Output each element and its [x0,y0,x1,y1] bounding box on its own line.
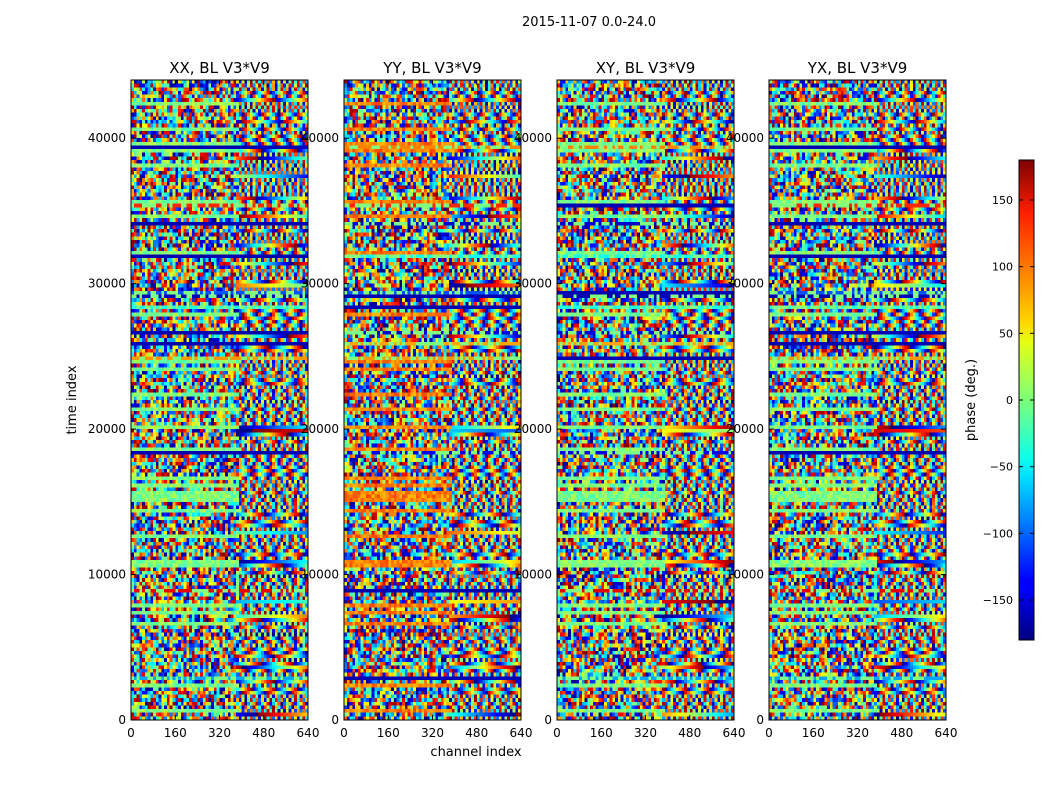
x-tick-label: 640 [510,726,533,740]
x-tick-label: 320 [421,726,444,740]
y-tick-label: 0 [331,713,339,727]
x-tick-label: 160 [802,726,825,740]
x-tick-label: 480 [678,726,701,740]
x-tick-label: 160 [377,726,400,740]
figure-title: 2015-11-07 0.0-24.0 [522,15,656,30]
colorbar-tick-label: −100 [983,527,1013,540]
colorbar-label: phase (deg.) [964,359,979,441]
heatmap-image [557,80,734,720]
colorbar-tick-label: 0 [1006,394,1013,407]
panel-title: YY, BL V3*V9 [382,59,481,77]
y-tick-label: 40000 [301,131,339,145]
y-tick-label: 0 [544,713,552,727]
heatmap-panel-4: YX, BL V3*V9 0 160 320 480 640 0 10000 20000 3000… [726,59,958,740]
heatmap-image [344,80,521,720]
heatmap-panel-1: XX, BL V3*V9 0 160 320 480 640 0 10000 20000 3000… [88,59,320,740]
y-tick-label: 10000 [301,568,339,582]
panel-title: XY, BL V3*V9 [596,59,696,77]
y-tick-label: 40000 [514,131,552,145]
x-tick-label: 0 [340,726,348,740]
y-tick-label: 0 [118,713,126,727]
colorbar-tick-label: 150 [992,194,1013,207]
heatmap-image [131,80,308,720]
colorbar-tick-label: −150 [983,594,1013,607]
x-tick-label: 160 [590,726,613,740]
y-tick-label: 20000 [514,422,552,436]
y-tick-label: 30000 [726,277,764,291]
y-axis-label: time index [65,365,80,434]
x-tick-label: 640 [935,726,958,740]
x-tick-label: 0 [553,726,561,740]
x-tick-label: 480 [890,726,913,740]
y-tick-label: 10000 [726,568,764,582]
y-tick-label: 20000 [301,422,339,436]
x-tick-label: 0 [765,726,773,740]
y-tick-label: 20000 [88,422,126,436]
y-tick-label: 30000 [514,277,552,291]
x-tick-label: 480 [252,726,275,740]
x-tick-label: 320 [208,726,231,740]
colorbar-tick-label: −50 [990,461,1013,474]
colorbar: −150 −100 −50 0 50 100 150 phase (deg.) [964,159,1035,641]
x-tick-label: 0 [127,726,135,740]
y-tick-label: 30000 [301,277,339,291]
heatmap-panel-3: XY, BL V3*V9 0 160 320 480 640 0 10000 20000 3000… [514,59,746,740]
x-tick-label: 480 [465,726,488,740]
y-tick-label: 30000 [88,277,126,291]
y-tick-label: 10000 [514,568,552,582]
x-tick-label: 320 [634,726,657,740]
panel-title: YX, BL V3*V9 [807,59,908,77]
x-tick-label: 640 [297,726,320,740]
y-tick-label: 20000 [726,422,764,436]
colorbar-tick-label: 50 [999,327,1013,340]
colorbar-ticks: −150 −100 −50 0 50 100 150 [983,194,1034,607]
x-tick-label: 640 [723,726,746,740]
colorbar-tick-label: 100 [992,261,1013,274]
x-axis-label: channel index [430,745,521,760]
heatmap-image [769,80,946,720]
y-tick-label: 10000 [88,568,126,582]
x-tick-label: 160 [164,726,187,740]
y-tick-label: 40000 [88,131,126,145]
x-tick-label: 320 [846,726,869,740]
y-tick-label: 40000 [726,131,764,145]
heatmap-panels: XX, BL V3*V9 0 160 320 480 640 0 10000 20000 3000… [88,59,958,740]
heatmap-panel-2: YY, BL V3*V9 0 160 320 480 640 0 10000 20000 3000… [301,59,533,740]
panel-title: XX, BL V3*V9 [169,59,270,77]
y-tick-label: 0 [756,713,764,727]
